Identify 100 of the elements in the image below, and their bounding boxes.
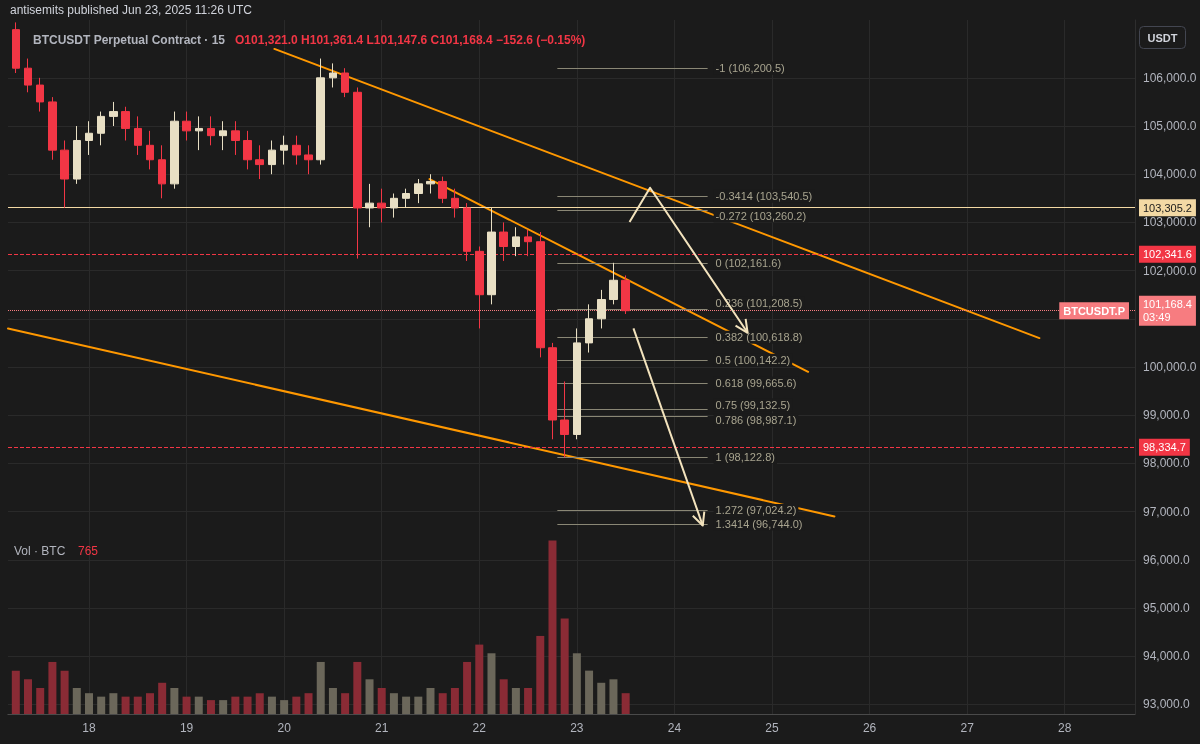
bar	[170, 687, 179, 714]
bar	[377, 687, 386, 714]
candlestick	[304, 144, 313, 175]
y-tick-label: 103,000.0	[1143, 215, 1197, 230]
candlestick	[390, 193, 398, 219]
bar	[255, 693, 264, 714]
y-tick-label: 97,000.0	[1143, 504, 1191, 519]
y-tick-label: 105,000.0	[1143, 119, 1197, 134]
bar	[133, 696, 142, 714]
candlestick	[109, 101, 118, 127]
bar	[11, 670, 20, 714]
annotation: BTCUSDT.P	[1063, 304, 1125, 317]
y-tick-label: 102,000.0	[1143, 263, 1197, 278]
ref-line-label: 0.75 (99,132.5)	[715, 398, 791, 411]
candlestick	[597, 289, 606, 329]
y-tick-label: 93,000.0	[1143, 697, 1191, 712]
annotation: 765	[78, 543, 99, 558]
bar	[328, 687, 337, 714]
x-tick-label: 27	[960, 721, 975, 735]
bar	[560, 618, 569, 714]
bar	[585, 670, 594, 714]
ref-line-label: 0.618 (99,665.6)	[715, 377, 797, 390]
bar	[267, 696, 276, 714]
candlestick	[170, 111, 179, 190]
candlestick	[207, 115, 215, 146]
bar	[511, 687, 520, 714]
y-tick-label: 95,000.0	[1143, 600, 1191, 615]
bar	[621, 693, 630, 714]
x-tick-label: 23	[570, 721, 584, 735]
bar	[499, 679, 508, 714]
bar	[109, 693, 118, 714]
ref-line-label: -1 (106,200.5)	[715, 62, 785, 75]
bar	[609, 679, 618, 714]
bar	[219, 700, 228, 714]
candlestick	[414, 178, 423, 204]
bar	[97, 696, 106, 714]
bar	[316, 661, 325, 714]
candlestick	[609, 262, 618, 305]
x-tick-label: 28	[1058, 721, 1072, 735]
x-tick-label: 20	[277, 721, 292, 735]
bar	[450, 687, 459, 714]
bar	[206, 700, 215, 714]
candlestick	[341, 67, 349, 98]
bar	[231, 696, 240, 714]
bar	[304, 693, 313, 714]
bar	[597, 682, 606, 714]
bar	[84, 693, 93, 714]
candlestick	[231, 120, 240, 156]
candlestick	[134, 115, 142, 156]
candlestick	[97, 111, 105, 146]
text: antisemits published Jun 23, 2025 11:26 UTC	[10, 3, 253, 17]
candlestick	[316, 58, 325, 166]
candlestick	[487, 207, 496, 305]
ref-line-label: 0.382 (100,618.8)	[715, 331, 803, 344]
ref-line-label: -0.272 (103,260.2)	[715, 209, 807, 222]
bar	[548, 540, 557, 714]
bar	[487, 653, 496, 714]
bar	[341, 693, 350, 714]
candlestick	[146, 130, 154, 170]
bar	[426, 687, 435, 714]
ref-line-label: 0.786 (98,987.1)	[715, 413, 797, 426]
bar	[536, 635, 545, 714]
ref-line-label: 101,168.4 03:49	[1143, 298, 1192, 324]
bar	[365, 679, 374, 714]
ref-line-label: 98,334.7	[1143, 441, 1186, 454]
candlestick	[621, 274, 630, 315]
candlestick	[280, 135, 288, 166]
x-tick-label: 19	[179, 721, 194, 735]
bar	[280, 700, 289, 714]
ref-line-label: 1.272 (97,024.2)	[715, 504, 797, 517]
bar	[158, 682, 167, 714]
text: O101,321.0 H101,361.4 L101,147.6 C101,168.4 −152.6 (−0.15%)	[235, 33, 586, 47]
bar	[24, 679, 32, 714]
ref-line-label: 103,305.2	[1143, 201, 1192, 214]
candlestick	[292, 135, 301, 166]
candlestick	[512, 226, 520, 257]
bar	[121, 696, 130, 714]
candlestick	[158, 144, 166, 199]
y-axis-title: Vol · BTC	[14, 543, 66, 558]
candlestick	[121, 106, 130, 141]
candlestick	[585, 303, 593, 354]
ref-line-label: 1 (98,122.8)	[715, 451, 775, 464]
candlestick	[60, 139, 69, 209]
candlestick	[73, 125, 81, 185]
text: BTCUSDT Perpetual Contract · 15	[33, 33, 226, 47]
candlestick	[451, 188, 459, 219]
y-tick-label: 99,000.0	[1143, 408, 1191, 423]
candlestick	[48, 96, 57, 161]
candlestick	[365, 183, 374, 228]
candlestick	[85, 120, 93, 156]
bar	[475, 644, 484, 714]
bar	[60, 670, 69, 714]
candlestick	[182, 111, 191, 141]
candlestick	[402, 188, 410, 209]
candlestick	[195, 115, 203, 151]
candlestick	[548, 342, 557, 440]
y-tick-label: 96,000.0	[1143, 552, 1191, 567]
ref-line-label: 0.5 (100,142.2)	[715, 354, 791, 367]
candlestick	[36, 77, 44, 113]
ref-line-label: -0.3414 (103,540.5)	[715, 190, 813, 203]
